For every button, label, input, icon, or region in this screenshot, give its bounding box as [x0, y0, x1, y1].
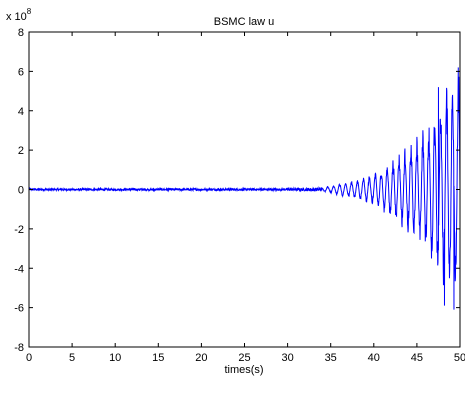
y-tick-label: 8: [18, 27, 24, 39]
chart-title: BSMC law u: [214, 16, 275, 28]
x-tick-label: 20: [195, 352, 207, 364]
y-tick-label: -4: [14, 263, 24, 275]
ticks-layer: 0 5 10 15 20 25 30 35 40 45 50 -8 -6 -4 -2 0 2 4 6 8: [14, 27, 465, 364]
x-tick-label: 0: [26, 352, 32, 364]
y-exponent-base: x 10: [6, 11, 27, 23]
y-tick-label: 6: [18, 66, 24, 78]
x-tick-label: 45: [411, 352, 423, 364]
x-tick-label: 25: [238, 352, 250, 364]
x-tick-label: 35: [325, 352, 337, 364]
y-tick-label: 4: [18, 106, 24, 118]
x-tick-label: 50: [454, 352, 465, 364]
x-axis-label: times(s): [224, 364, 263, 376]
y-tick-label: 0: [18, 185, 24, 197]
y-tick-label: 2: [18, 145, 24, 157]
x-tick-label: 15: [152, 352, 164, 364]
x-tick-label: 30: [281, 352, 293, 364]
series-line: [28, 67, 461, 310]
x-tick-label: 5: [69, 352, 75, 364]
y-tick-label: -6: [14, 303, 24, 315]
x-tick-label: 10: [109, 352, 121, 364]
y-tick-label: -2: [14, 224, 24, 236]
series-layer: [28, 67, 461, 310]
y-exponent-power: 8: [27, 7, 32, 16]
y-exponent-label: x 108: [6, 7, 32, 23]
x-tick-label: 40: [368, 352, 380, 364]
y-tick-label: -8: [14, 342, 24, 354]
